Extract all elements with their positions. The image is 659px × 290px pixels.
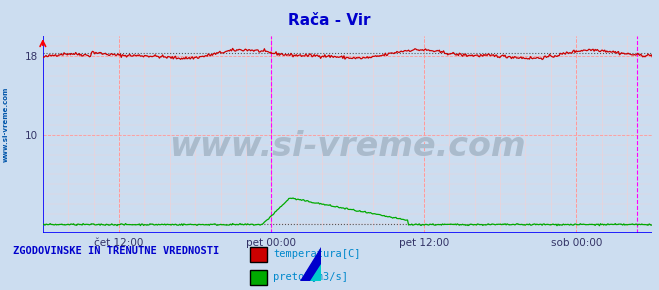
Text: temperatura[C]: temperatura[C] <box>273 249 361 259</box>
Text: Rača - Vir: Rača - Vir <box>288 13 371 28</box>
Text: www.si-vreme.com: www.si-vreme.com <box>169 130 526 163</box>
FancyBboxPatch shape <box>250 270 267 285</box>
Polygon shape <box>310 264 321 281</box>
FancyBboxPatch shape <box>250 247 267 262</box>
Text: pretok[m3/s]: pretok[m3/s] <box>273 272 349 282</box>
Polygon shape <box>300 246 321 281</box>
Text: ZGODOVINSKE IN TRENUTNE VREDNOSTI: ZGODOVINSKE IN TRENUTNE VREDNOSTI <box>13 246 219 256</box>
Text: www.si-vreme.com: www.si-vreme.com <box>2 87 9 162</box>
